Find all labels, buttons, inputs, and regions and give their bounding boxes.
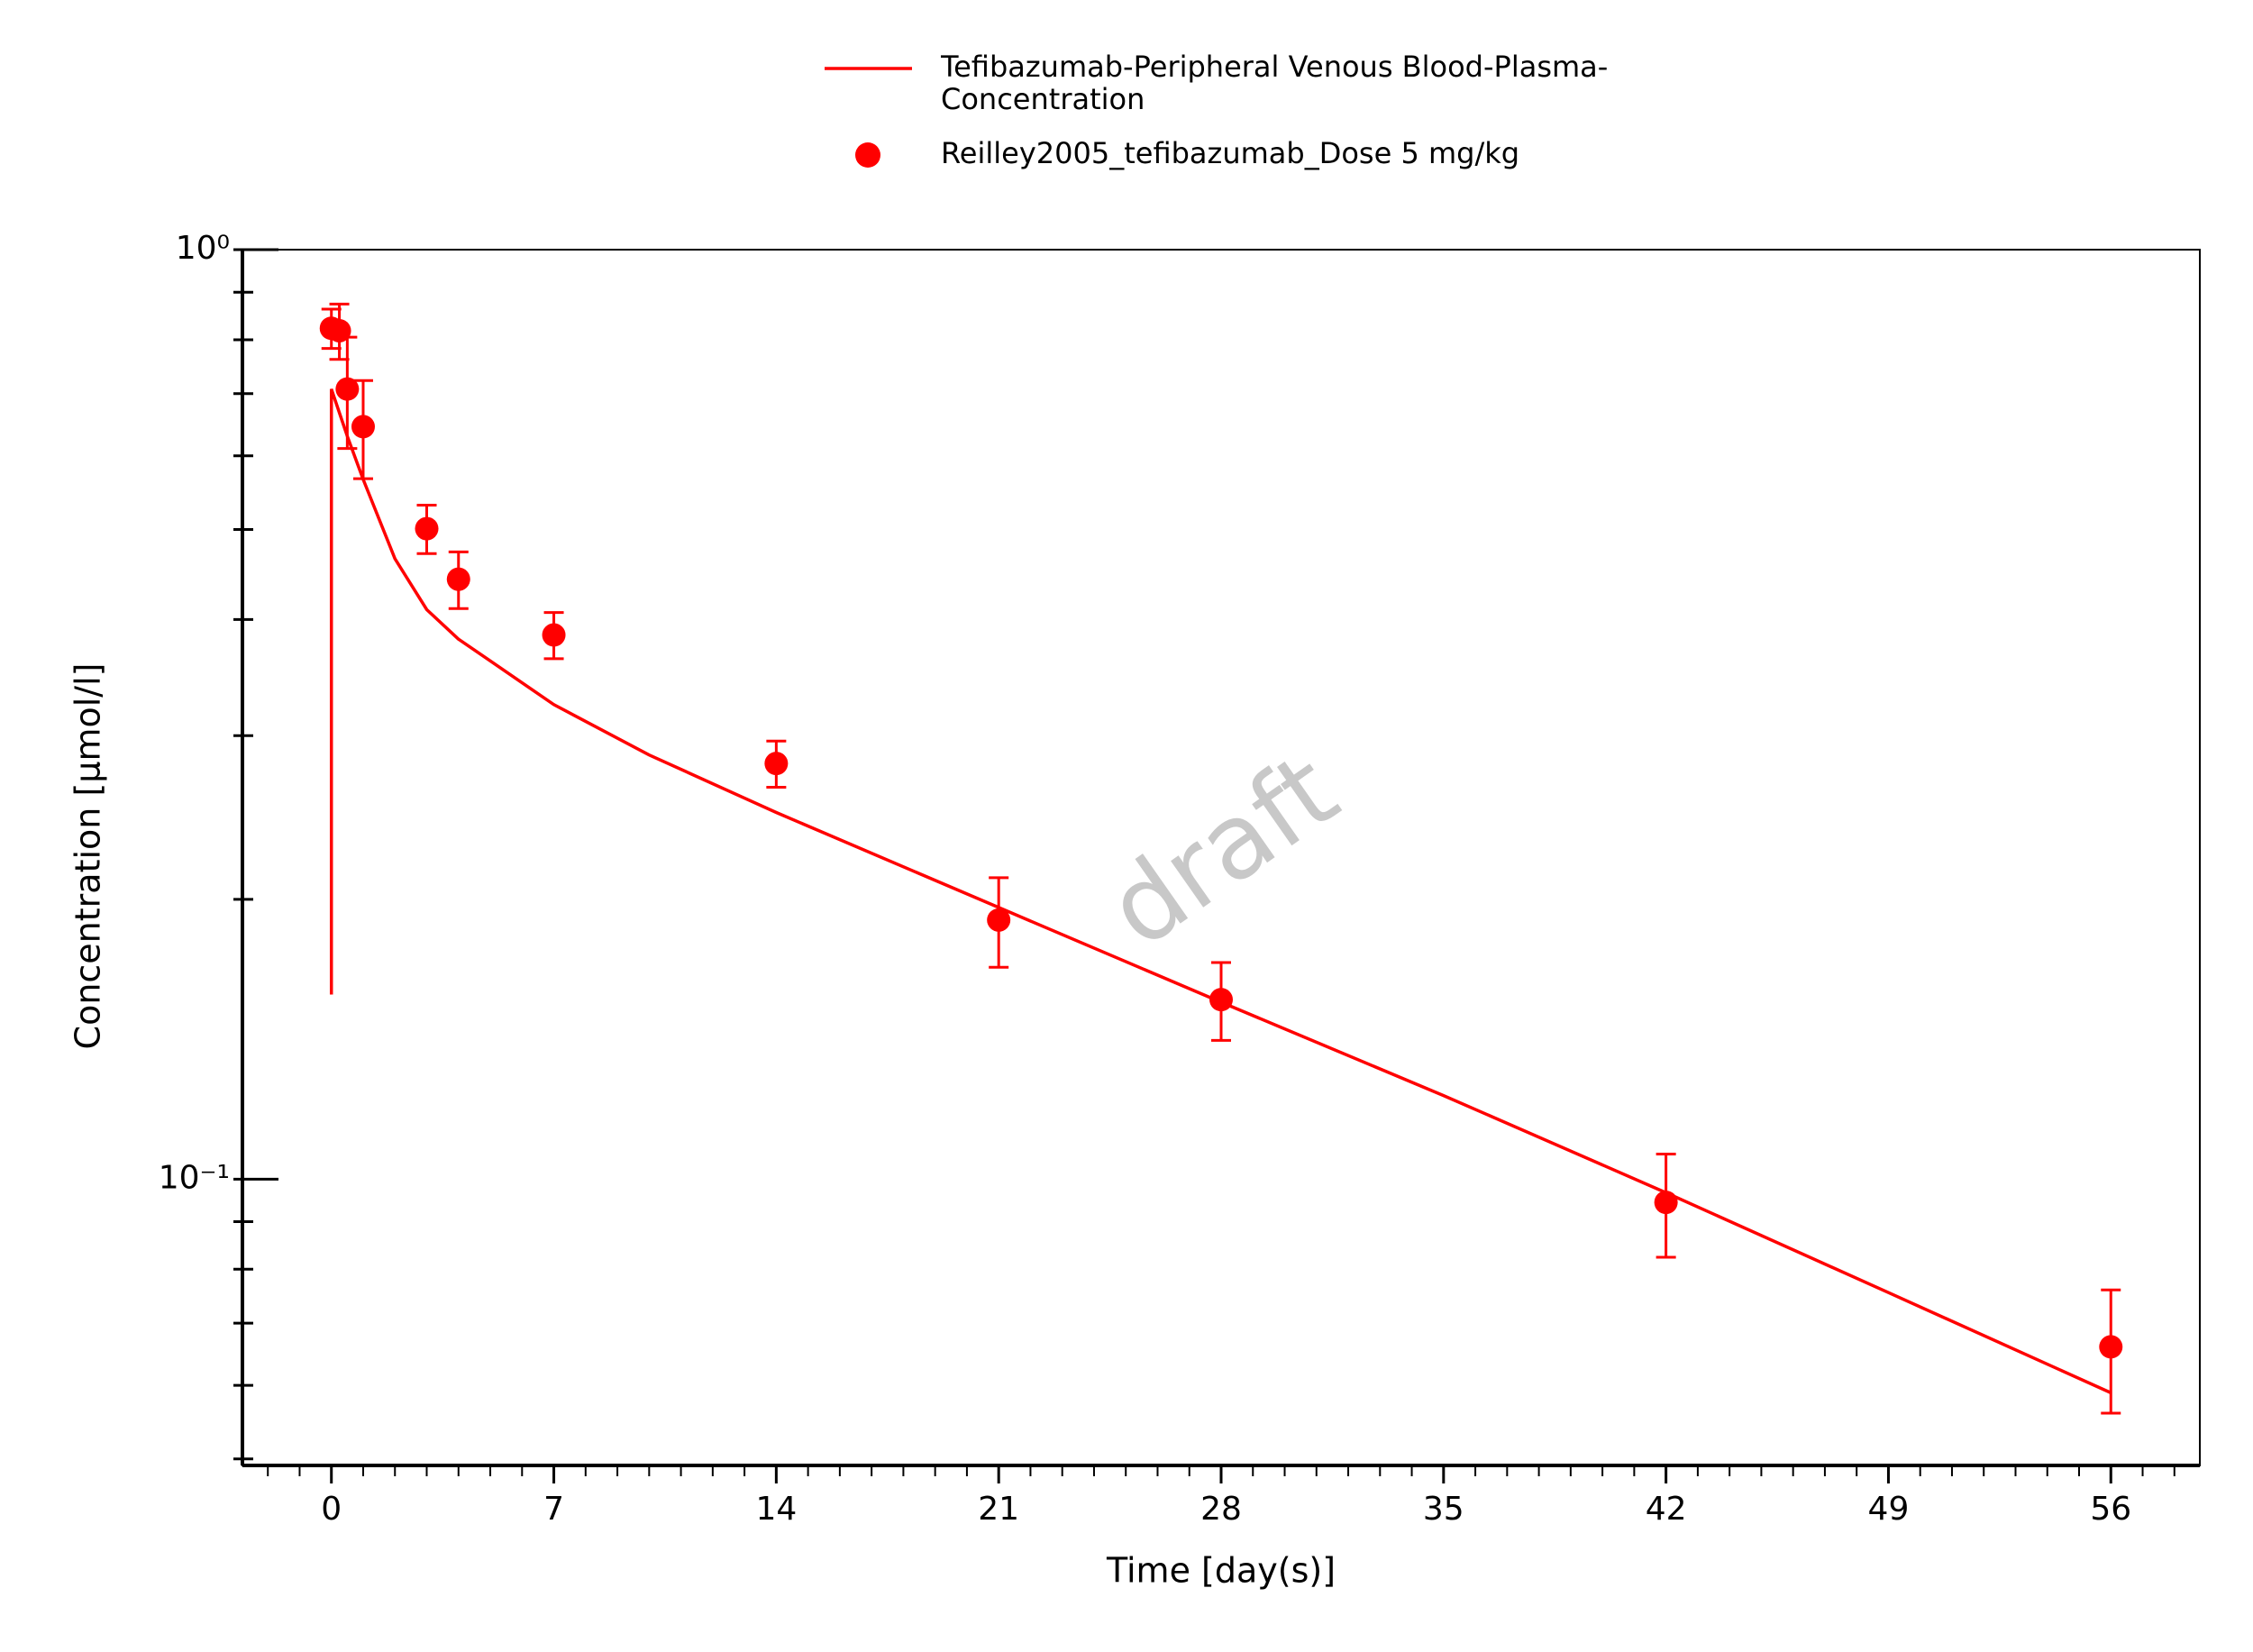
x-tick-label: 35 (1423, 1491, 1464, 1528)
data-point (2099, 1335, 2123, 1359)
x-tick-label: 21 (978, 1491, 1019, 1528)
x-tick-label: 42 (1646, 1491, 1687, 1528)
data-point (987, 908, 1011, 932)
x-axis-label: Time [day(s)] (1106, 1551, 1336, 1591)
data-line (329, 388, 2112, 1394)
data-point (1654, 1191, 1678, 1215)
data-point (446, 567, 470, 591)
x-tick-label: 7 (543, 1491, 564, 1528)
y-axis-label: Concentration [µmol/l] (68, 663, 108, 1050)
data-point (415, 516, 439, 541)
data-point (542, 623, 566, 647)
x-tick-label: 49 (1868, 1491, 1910, 1528)
legend-marker (855, 142, 880, 168)
legend-label: Reilley2005_tefibazumab_Dose 5 mg/kg (941, 137, 1520, 170)
x-tick-label: 56 (2090, 1491, 2131, 1528)
data-point (335, 377, 360, 401)
data-point (1209, 988, 1233, 1012)
x-tick-label: 14 (755, 1491, 797, 1528)
legend-entry: Reilley2005_tefibazumab_Dose 5 mg/kg (941, 137, 1520, 170)
y-tick-label: 10⁻¹ (159, 1159, 230, 1196)
x-tick-label: 28 (1200, 1491, 1242, 1528)
y-tick-label: 10⁰ (176, 230, 230, 267)
legend-entry: Tefibazumab-Peripheral Venous Blood-Plas… (941, 50, 1609, 116)
data-point (764, 752, 789, 776)
data-point (351, 415, 375, 439)
legend-label: Tefibazumab-Peripheral Venous Blood-Plas… (941, 50, 1609, 116)
x-tick-label: 0 (321, 1491, 342, 1528)
